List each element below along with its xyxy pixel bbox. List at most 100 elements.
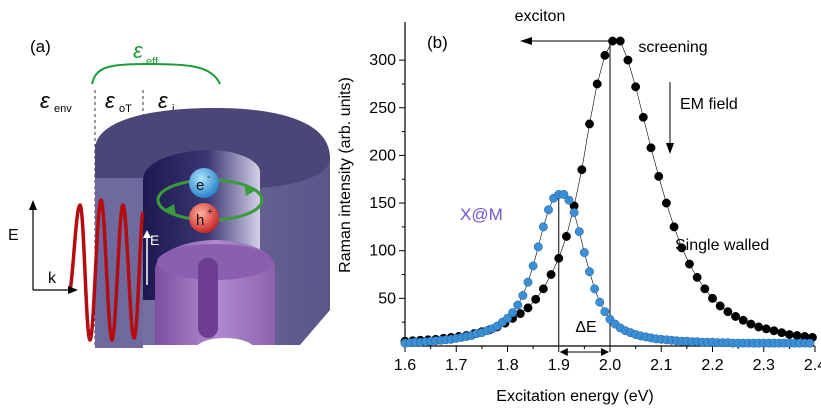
orbit-arrowhead-left [164,204,176,216]
single-walled-point [792,331,802,340]
single-walled-point [746,319,756,329]
y-tick-label: 200 [369,147,396,164]
outer-tube-top-ring [95,108,330,188]
x-m-point [590,284,600,294]
single-walled-point [554,253,564,263]
delta-e-label: ΔE [575,319,596,336]
single-walled-point [646,143,656,153]
x-m-point [523,277,533,287]
hole-label: h [196,212,204,229]
x-m-point [600,307,610,317]
x-m-point [538,222,548,232]
x-tick-label: 1.9 [548,357,570,374]
single-walled-point [700,284,710,294]
x-m-point [503,313,512,323]
panel-b-label: (b) [427,33,448,52]
em-wave [68,198,145,342]
x-m-point [528,261,538,271]
x-m-point [569,208,579,218]
y-tick-label: 150 [369,195,396,212]
em-field-annotation: EM field [680,96,738,113]
y-tick-label: 300 [369,52,396,69]
x-tick-label: 2.1 [650,357,672,374]
inner-tube-core [198,258,218,338]
x-tick-label: 2.4 [804,357,821,374]
x-tick-label: 2.0 [599,357,621,374]
single-walled-point [784,330,794,340]
exciton-arrowhead [520,37,532,45]
guide-lines [558,41,611,346]
inner-e-label: E [150,232,159,248]
exciton-annotation: exciton [515,8,566,25]
single-walled-point [669,222,679,232]
single-walled-point [538,284,548,294]
e-field-label: E [8,227,19,244]
eps-eff-brace [91,62,221,85]
x-m-point [595,297,605,307]
x-tick-label: 2.2 [701,357,723,374]
k-label: k [48,270,57,287]
single-walled-point [708,293,717,303]
single-walled-point [754,322,764,332]
x-m-point [564,195,574,205]
single-walled-point [600,50,610,60]
single-walled-point [661,198,671,208]
single-walled-point [561,231,571,241]
delta-e-arrowhead-left [559,348,568,356]
single-walled-line [404,40,813,342]
x-m-point [574,227,584,237]
y-tick-label: 250 [369,100,396,117]
raman-chart-panel: 1.6 1.7 1.8 1.9 2.0 2.1 2.2 2.3 2.4 50 100 150 200 25… [330,0,821,405]
single-walled-point [523,303,533,313]
x-m-point [579,248,589,258]
electron-superscript: - [207,172,210,183]
single-walled-point [592,79,602,89]
em-field-arrowhead [666,143,674,154]
hole-superscript: + [207,207,213,218]
x-tick-label: 2.3 [753,357,775,374]
k-arrowhead [68,286,78,294]
single-walled-point [631,82,641,92]
single-walled-point [638,112,648,122]
inner-e-arrowhead [143,230,151,238]
y-tick-label: 100 [369,243,396,260]
single-walled-point [738,315,748,325]
raman-chart: 1.6 1.7 1.8 1.9 2.0 2.1 2.2 2.3 2.4 50 100 150 200 25… [337,8,821,405]
panel-a-label: (a) [30,37,51,56]
single-walled-point [531,294,541,304]
x-tick-label: 1.8 [496,357,518,374]
x-m-point [544,205,553,215]
single-walled-point [623,55,633,65]
x-m-point [585,267,594,277]
single-walled-point [654,171,664,181]
single-walled-point [769,326,779,336]
screening-annotation: screening [638,39,707,56]
eps-eff-subscript: eff [146,56,159,68]
hole-ball [189,203,219,233]
y-tick-label: 50 [378,290,396,307]
single-walled-series-label: Single walled [675,237,769,254]
series-markers [400,36,817,348]
eps-ot-symbol: ε [105,88,115,113]
schematic-panel: (a) ε eff ε env ε oT ε i e - h + E E k [0,0,330,405]
electron-label: e [196,177,204,194]
x-tick-label: 1.6 [394,357,416,374]
eps-eff-symbol: ε [133,38,143,63]
x-m-point [513,300,523,310]
delta-e-arrowhead-right [601,348,609,356]
y-axis-label: Raman intensity (arb. units) [337,77,354,273]
inner-tube-bottom-gap [195,338,255,362]
eps-i-symbol: ε [158,88,168,113]
single-walled-point [677,243,687,253]
eps-env-subscript: env [54,103,72,115]
x-m-point [533,242,543,252]
single-walled-point [715,301,725,311]
single-walled-point [546,270,556,279]
single-walled-point [692,272,702,282]
x-m-point [805,338,815,348]
single-walled-point [684,259,694,269]
eps-env-symbol: ε [40,88,50,113]
e-field-arrowhead [29,200,37,210]
electron-ball [189,168,219,198]
x-m-point [508,308,518,318]
